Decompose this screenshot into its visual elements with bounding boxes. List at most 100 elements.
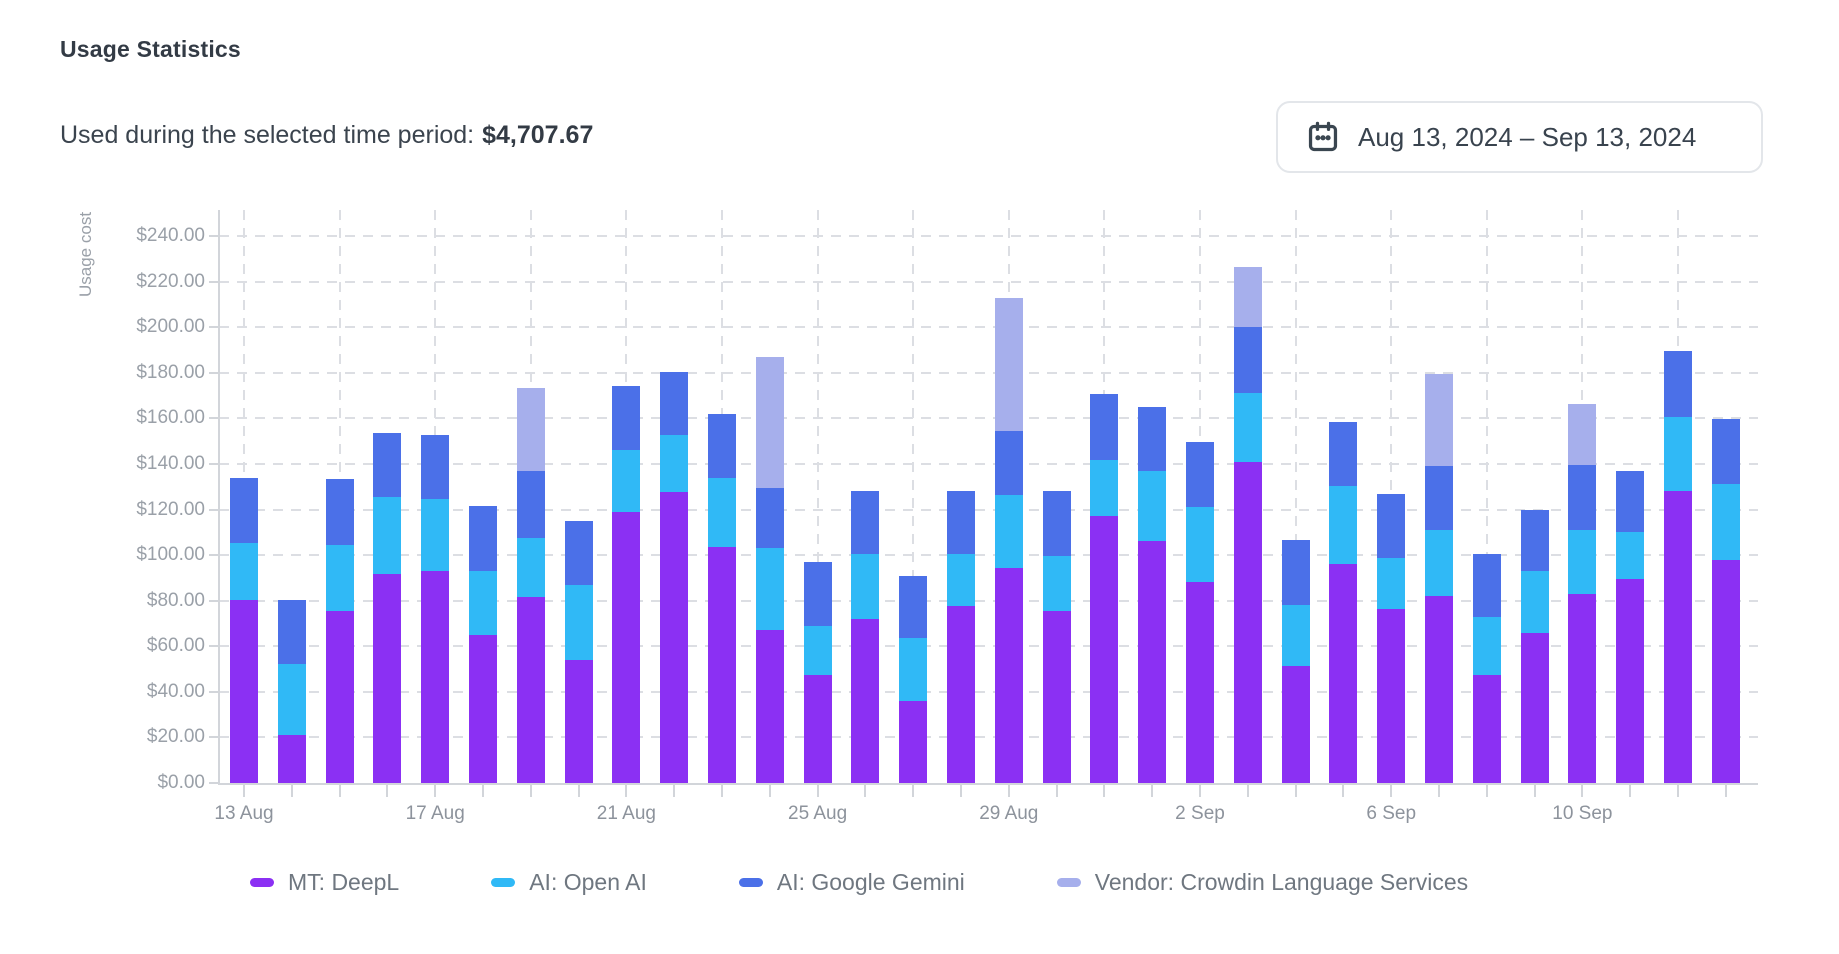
bar-segment[interactable]: [1520, 632, 1549, 783]
bar-segment[interactable]: [1425, 466, 1453, 530]
bar-segment[interactable]: [1281, 540, 1310, 606]
bar-segment[interactable]: [1138, 541, 1167, 783]
bar-segment[interactable]: [421, 499, 450, 572]
bar-segment[interactable]: [1425, 373, 1453, 467]
bar-segment[interactable]: [1377, 493, 1406, 559]
bar-segment[interactable]: [1281, 605, 1310, 666]
bar-segment[interactable]: [1042, 491, 1071, 557]
bar-segment[interactable]: [1425, 596, 1453, 783]
bar-7-sep[interactable]: [1425, 373, 1453, 783]
bar-segment[interactable]: [755, 630, 784, 783]
bar-segment[interactable]: [1664, 417, 1692, 492]
bar-segment[interactable]: [899, 638, 928, 701]
bar-31-aug[interactable]: [1090, 394, 1119, 783]
bar-segment[interactable]: [1377, 608, 1406, 783]
bar-28-aug[interactable]: [947, 491, 975, 783]
bar-segment[interactable]: [947, 606, 975, 783]
bar-segment[interactable]: [994, 494, 1023, 568]
bar-segment[interactable]: [1711, 484, 1740, 560]
bar-segment[interactable]: [1329, 485, 1358, 565]
bar-segment[interactable]: [803, 625, 832, 675]
bar-19-aug[interactable]: [516, 387, 545, 783]
bar-segment[interactable]: [469, 506, 497, 572]
bar-segment[interactable]: [277, 664, 306, 736]
bar-1-sep[interactable]: [1138, 406, 1167, 783]
bar-segment[interactable]: [1472, 553, 1501, 617]
bar-segment[interactable]: [564, 659, 593, 783]
bar-segment[interactable]: [1664, 491, 1692, 783]
bar-segment[interactable]: [1568, 530, 1597, 594]
bar-8-sep[interactable]: [1472, 553, 1501, 783]
bar-segment[interactable]: [1377, 558, 1406, 609]
bar-segment[interactable]: [230, 599, 258, 783]
bar-segment[interactable]: [899, 575, 928, 639]
bar-segment[interactable]: [1186, 442, 1214, 508]
bar-10-sep[interactable]: [1568, 403, 1597, 783]
bar-segment[interactable]: [1042, 610, 1071, 783]
bar-segment[interactable]: [373, 574, 402, 783]
bar-segment[interactable]: [708, 547, 736, 783]
bar-13-sep[interactable]: [1711, 419, 1740, 783]
bar-6-sep[interactable]: [1377, 493, 1406, 783]
bar-segment[interactable]: [1233, 393, 1262, 462]
bar-segment[interactable]: [564, 584, 593, 660]
legend-item-vendor-crowdin-language-services[interactable]: Vendor: Crowdin Language Services: [1056, 869, 1468, 896]
bar-segment[interactable]: [1281, 665, 1310, 783]
bar-segment[interactable]: [1138, 470, 1167, 542]
bar-segment[interactable]: [516, 537, 545, 598]
bar-segment[interactable]: [1186, 507, 1214, 583]
bar-segment[interactable]: [851, 553, 880, 619]
bar-segment[interactable]: [1042, 556, 1071, 611]
bar-segment[interactable]: [1090, 394, 1119, 461]
bar-segment[interactable]: [1472, 674, 1501, 783]
bar-segment[interactable]: [1520, 571, 1549, 633]
bar-21-aug[interactable]: [612, 386, 641, 783]
bar-segment[interactable]: [660, 435, 689, 493]
bar-segment[interactable]: [899, 700, 928, 783]
bar-segment[interactable]: [421, 571, 450, 783]
bar-18-aug[interactable]: [469, 506, 497, 783]
bar-segment[interactable]: [277, 735, 306, 783]
bar-17-aug[interactable]: [421, 435, 450, 783]
bar-27-aug[interactable]: [899, 575, 928, 783]
bar-3-sep[interactable]: [1233, 266, 1262, 783]
bar-segment[interactable]: [516, 470, 545, 538]
bar-segment[interactable]: [1568, 465, 1597, 530]
bar-segment[interactable]: [469, 634, 497, 783]
bar-segment[interactable]: [803, 561, 832, 626]
bar-segment[interactable]: [1616, 470, 1645, 533]
bar-segment[interactable]: [851, 491, 880, 554]
bar-13-aug[interactable]: [230, 477, 258, 783]
bar-segment[interactable]: [325, 544, 354, 611]
bar-segment[interactable]: [1138, 406, 1167, 471]
bar-segment[interactable]: [803, 674, 832, 783]
bar-segment[interactable]: [1329, 421, 1358, 486]
bar-11-sep[interactable]: [1616, 470, 1645, 783]
bar-segment[interactable]: [612, 450, 641, 512]
bar-segment[interactable]: [851, 618, 880, 783]
bar-segment[interactable]: [1711, 419, 1740, 485]
bar-segment[interactable]: [947, 553, 975, 607]
bar-segment[interactable]: [1472, 616, 1501, 675]
bar-segment[interactable]: [1233, 461, 1262, 783]
bar-segment[interactable]: [516, 387, 545, 471]
bar-segment[interactable]: [1090, 516, 1119, 783]
bar-segment[interactable]: [994, 567, 1023, 783]
bar-segment[interactable]: [564, 520, 593, 585]
bar-segment[interactable]: [230, 477, 258, 543]
bar-26-aug[interactable]: [851, 491, 880, 783]
bar-segment[interactable]: [755, 548, 784, 631]
bar-segment[interactable]: [1233, 327, 1262, 394]
date-range-picker[interactable]: Aug 13, 2024 – Sep 13, 2024: [1276, 101, 1763, 173]
bar-23-aug[interactable]: [708, 413, 736, 783]
bar-segment[interactable]: [1520, 509, 1549, 572]
bar-segment[interactable]: [755, 487, 784, 549]
bar-segment[interactable]: [660, 371, 689, 436]
legend-item-ai-open-ai[interactable]: AI: Open AI: [491, 869, 647, 896]
legend-item-ai-google-gemini[interactable]: AI: Google Gemini: [738, 869, 965, 896]
bar-25-aug[interactable]: [803, 561, 832, 783]
bar-segment[interactable]: [994, 430, 1023, 495]
bar-segment[interactable]: [277, 599, 306, 665]
bar-12-sep[interactable]: [1664, 351, 1692, 783]
bar-segment[interactable]: [421, 435, 450, 500]
